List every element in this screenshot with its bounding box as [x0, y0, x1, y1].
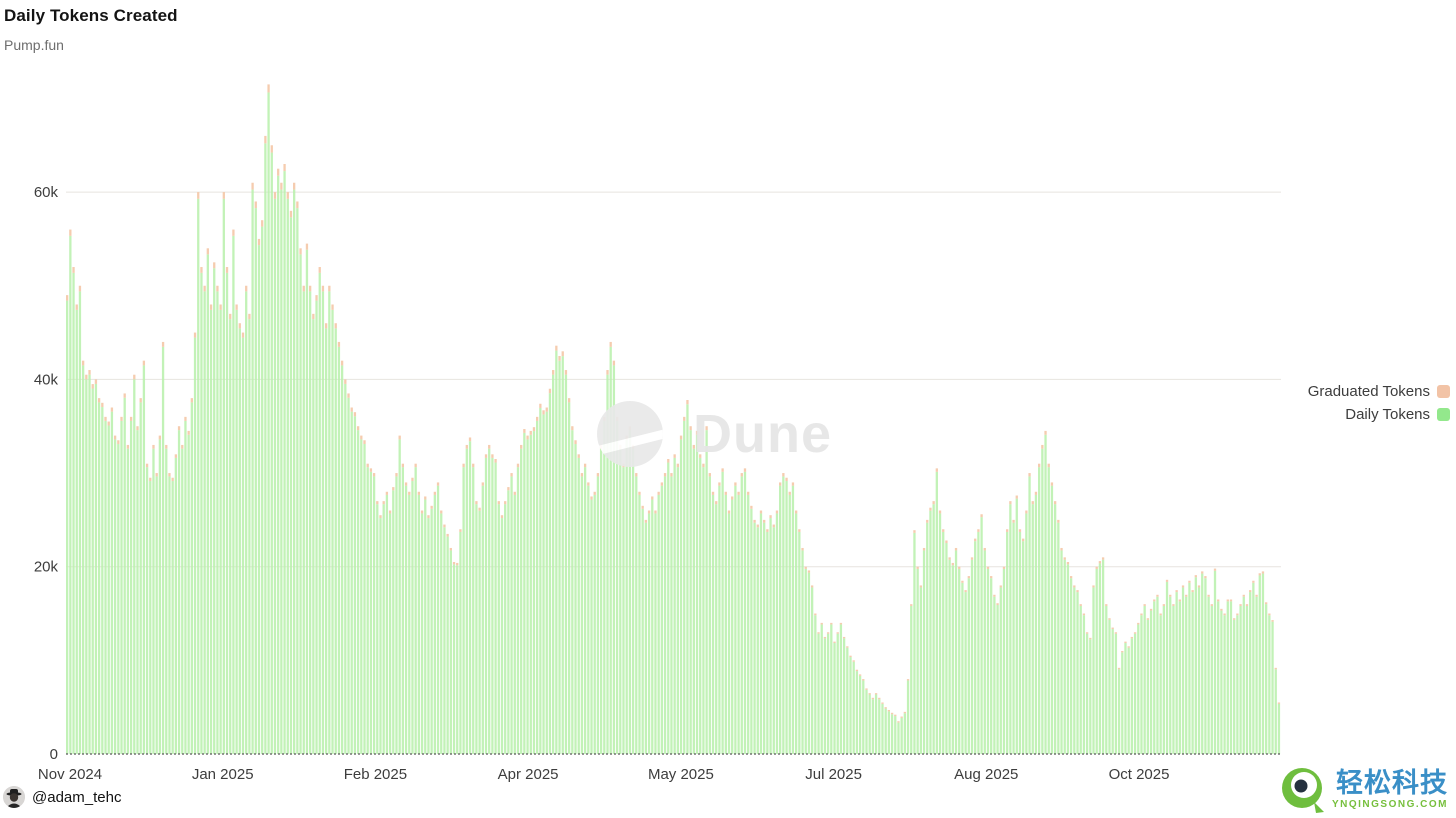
- author-avatar: [3, 786, 25, 808]
- legend-label: Daily Tokens: [1345, 406, 1430, 423]
- legend-label: Graduated Tokens: [1307, 383, 1430, 400]
- y-tick-label: 20k: [34, 559, 59, 576]
- x-tick-label: Jul 2025: [805, 766, 862, 783]
- bars[interactable]: [66, 84, 1281, 755]
- author-handle: @adam_tehc: [32, 788, 122, 806]
- chart-title: Daily Tokens Created: [4, 6, 178, 25]
- y-tick-label: 60k: [34, 184, 59, 201]
- x-tick-label: Oct 2025: [1109, 766, 1170, 783]
- legend-item[interactable]: Daily Tokens: [1345, 406, 1450, 423]
- legend-item[interactable]: Graduated Tokens: [1308, 383, 1450, 400]
- brand-logo: 轻松科技 YNQINGSONG.COM: [1280, 766, 1448, 814]
- brand-domain: YNQINGSONG.COM: [1331, 799, 1448, 810]
- brand-eye-icon: [1281, 768, 1324, 813]
- x-tick-label: Jan 2025: [192, 766, 254, 783]
- x-tick-label: Aug 2025: [954, 766, 1018, 783]
- x-tick-label: Apr 2025: [498, 766, 559, 783]
- author-attribution[interactable]: @adam_tehc: [3, 786, 121, 808]
- brand-name: 轻松科技: [1336, 768, 1448, 798]
- y-tick-label: 0: [50, 746, 58, 763]
- chart-legend: Graduated Tokens Daily Tokens: [1308, 383, 1450, 423]
- x-tick-label: Nov 2024: [38, 766, 102, 783]
- legend-swatch-icon: [1437, 408, 1450, 421]
- x-tick-label: Feb 2025: [344, 766, 407, 783]
- chart-subtitle: Pump.fun: [4, 37, 64, 53]
- chart-header: Daily Tokens Created Pump.fun: [4, 6, 178, 53]
- legend-swatch-icon: [1437, 385, 1450, 398]
- y-tick-label: 40k: [34, 371, 59, 388]
- x-tick-label: May 2025: [648, 766, 714, 783]
